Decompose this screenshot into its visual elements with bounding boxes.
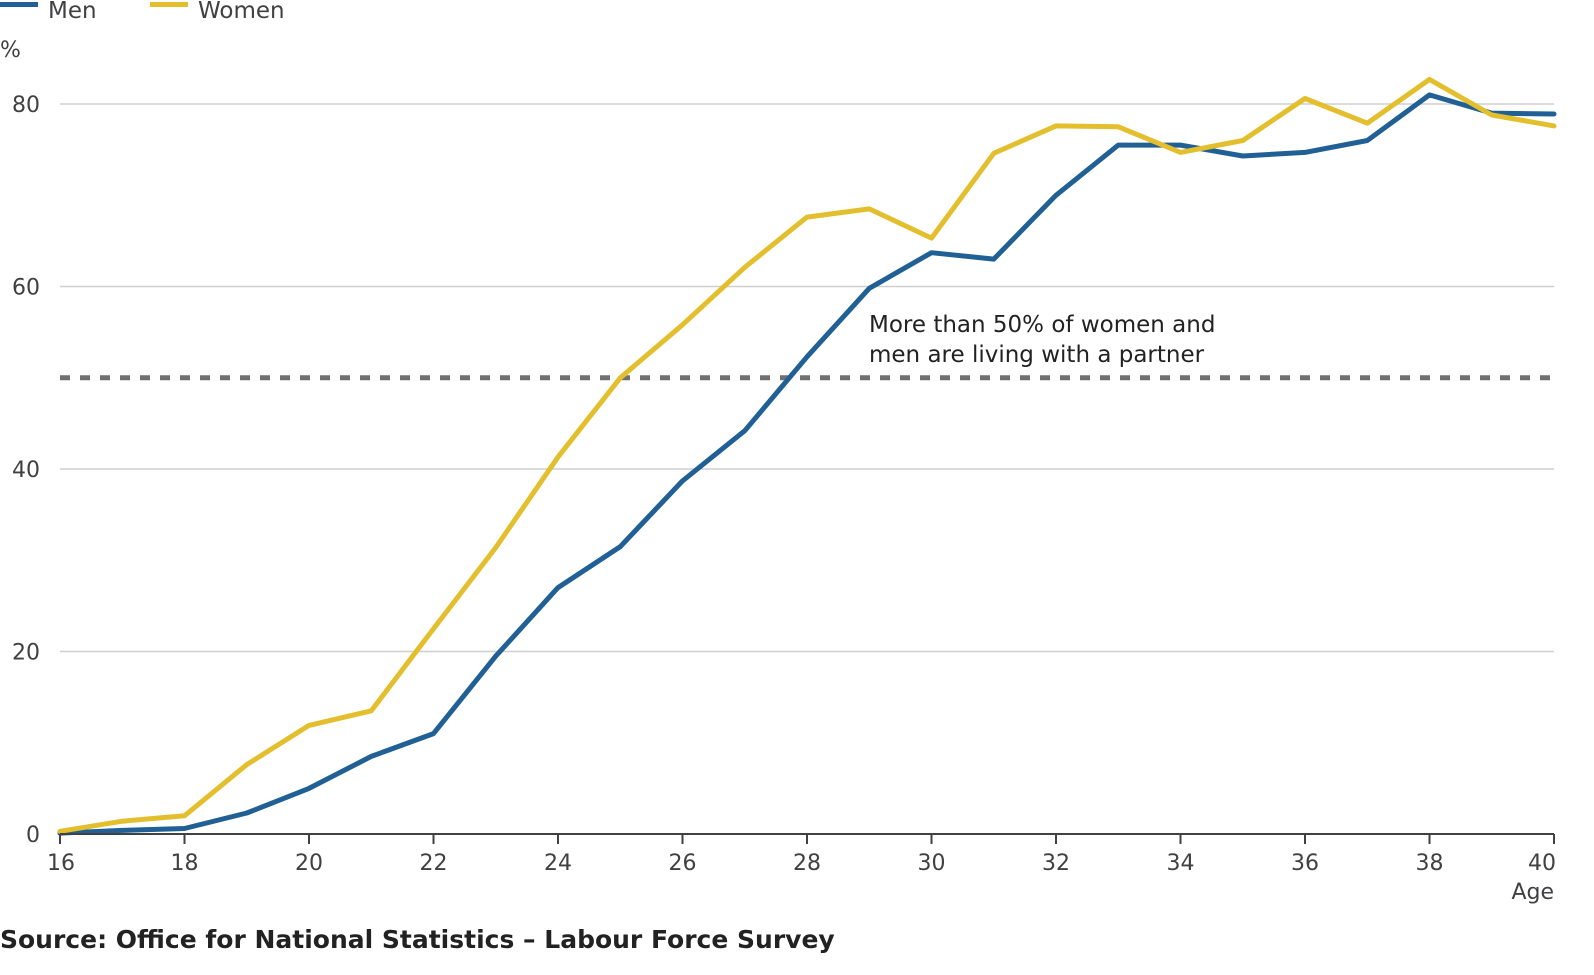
y-tick-label: 0 xyxy=(26,823,40,848)
series-line-women xyxy=(57,76,1557,834)
y-tick-label: 60 xyxy=(12,276,40,301)
x-tick-label: 22 xyxy=(420,851,448,876)
x-tick-label: 16 xyxy=(47,851,75,876)
annotation-line: men are living with a partner xyxy=(869,342,1205,368)
x-tick-label: 26 xyxy=(669,851,697,876)
x-tick-label: 32 xyxy=(1042,851,1070,876)
gridlines xyxy=(60,103,1554,653)
x-tick-label: 24 xyxy=(544,851,572,876)
annotation-line: More than 50% of women and xyxy=(869,312,1215,338)
source-note: Source: Office for National Statistics –… xyxy=(0,925,835,954)
annotation: More than 50% of women and men are living… xyxy=(869,312,1215,368)
x-tick-label: 18 xyxy=(171,851,199,876)
x-tick-label: 40 xyxy=(1528,851,1556,876)
legend-label-women: Women xyxy=(198,0,285,24)
x-tick-label: 30 xyxy=(918,851,946,876)
y-tick-label: 80 xyxy=(12,93,40,118)
legend-swatch-men xyxy=(0,2,38,7)
x-tick-label: 34 xyxy=(1167,851,1195,876)
legend-label-men: Men xyxy=(48,0,97,24)
x-tick-label: 38 xyxy=(1416,851,1444,876)
series-line-men xyxy=(57,92,1557,836)
legend-swatch-women xyxy=(150,2,188,7)
x-tick-label: 20 xyxy=(295,851,323,876)
legend: Men Women xyxy=(0,0,285,24)
series-lines xyxy=(57,76,1557,836)
x-axis-label: Age xyxy=(1511,880,1554,905)
axes: 0 20 40 60 80% 16 18 20 22 24 26 28 30 32 34 36 38 40 Age xyxy=(0,38,1556,905)
x-tick-label: 28 xyxy=(793,851,821,876)
y-tick-label: 40 xyxy=(12,458,40,483)
y-tick-label: 20 xyxy=(12,641,40,666)
x-tick-label: 36 xyxy=(1291,851,1319,876)
y-axis-label: % xyxy=(0,38,21,63)
